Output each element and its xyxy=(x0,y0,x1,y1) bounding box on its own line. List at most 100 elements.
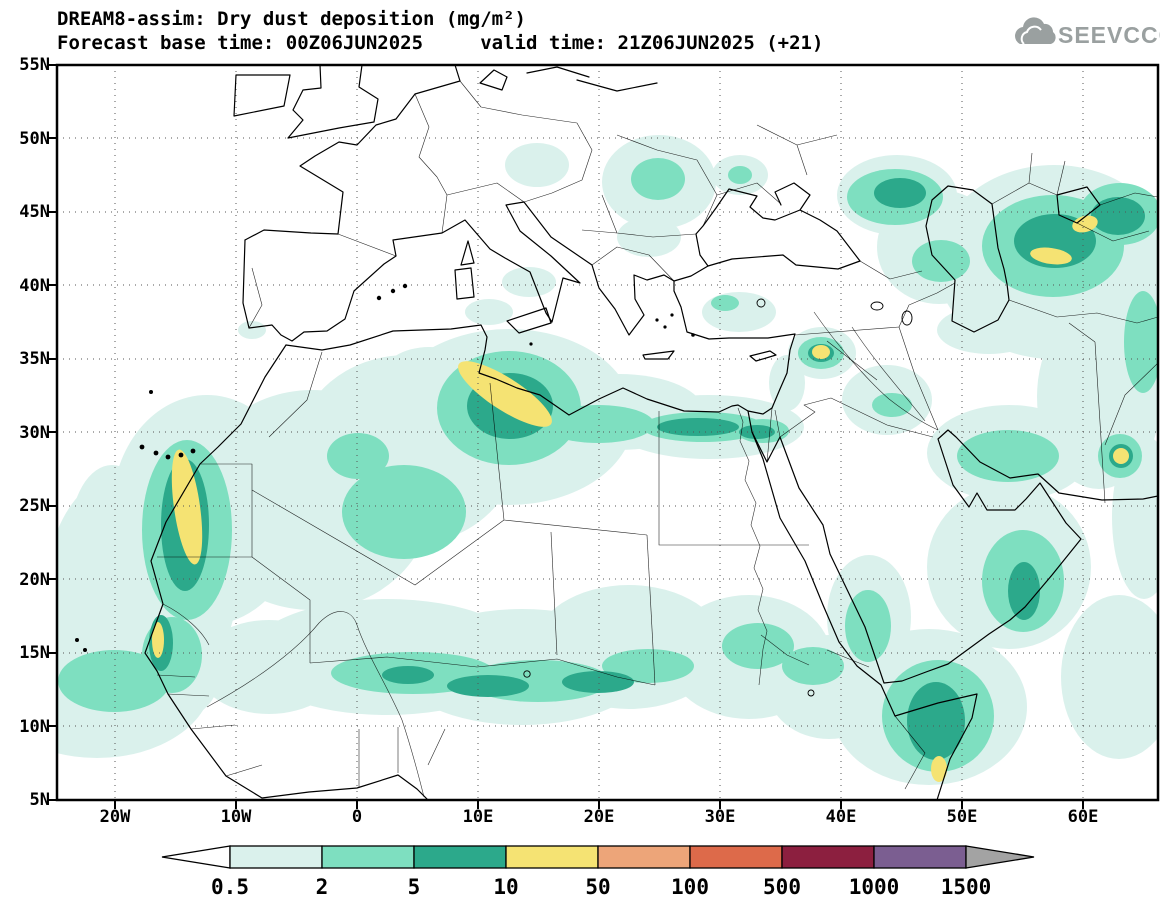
coastline-sea-of-azov xyxy=(774,182,811,211)
dust-blob xyxy=(542,405,654,443)
dust-layer-10-50 xyxy=(152,215,1129,782)
colorbar-label: 500 xyxy=(763,875,801,899)
dust-blob xyxy=(1008,562,1040,620)
dust-blob xyxy=(872,393,912,417)
colorbar: 0.5 2 5 10 50 100 500 1000 1500 xyxy=(0,836,1165,904)
dust-blob xyxy=(728,166,752,184)
colorbar-label: 1000 xyxy=(849,875,900,899)
island-cyprus xyxy=(749,350,777,362)
coastline-africa-mediterranean xyxy=(285,324,773,416)
lon-label-10e: 10E xyxy=(462,807,494,827)
rivers xyxy=(162,311,939,798)
colorbar-arrow-below xyxy=(161,845,231,869)
colorbar-segment-1000-1500 xyxy=(873,845,967,869)
dust-blob xyxy=(505,143,569,187)
lat-label-25n: 25N xyxy=(19,496,50,516)
country-borders xyxy=(156,80,1158,790)
coastline-britain xyxy=(287,65,379,139)
graticule xyxy=(57,65,1158,800)
lat-label-5n: 5N xyxy=(29,790,50,810)
lon-label-40e: 40E xyxy=(825,807,857,827)
colorbar-segment-500-1000 xyxy=(781,845,875,869)
dust-blob xyxy=(631,158,685,200)
dust-blob xyxy=(58,650,170,712)
dust-blob xyxy=(937,306,1041,354)
dust-blob xyxy=(957,430,1059,482)
coastline-blacksea-north xyxy=(695,188,861,267)
dust-blob xyxy=(458,361,552,427)
dust-blob xyxy=(617,217,681,257)
dust-blob xyxy=(739,425,775,439)
map-subtitle: Forecast base time: 00Z06JUN2025 valid t… xyxy=(57,32,824,54)
colorbar-canvas: 0.5 2 5 10 50 100 500 1000 1500 xyxy=(161,845,1035,899)
lat-label-40n: 40N xyxy=(19,276,50,296)
dust-blob xyxy=(1091,197,1145,235)
lakes xyxy=(523,298,913,697)
dust-blob xyxy=(1061,595,1158,759)
colorbar-label: 10 xyxy=(493,875,518,899)
dust-blob xyxy=(342,465,466,559)
dust-blob xyxy=(711,295,739,311)
colorbar-segment-100-500 xyxy=(689,845,783,869)
cloud-icon-inner xyxy=(1020,25,1042,45)
coastline-arabia-gulf-iran xyxy=(779,429,1158,684)
dust-blob xyxy=(907,682,965,760)
dust-blob xyxy=(602,649,694,683)
colorbar-label: 0.5 xyxy=(211,875,249,899)
map-title: DREAM8-assim: Dry dust deposition (mg/m²… xyxy=(57,8,526,30)
dust-blob xyxy=(382,666,434,684)
dust-blob xyxy=(769,355,805,411)
dust-blob xyxy=(152,622,164,658)
dust-blob xyxy=(874,178,926,208)
dust-blob xyxy=(238,321,266,339)
cloud-icon xyxy=(1015,17,1056,44)
dust-blob xyxy=(70,465,154,609)
colorbar-label: 50 xyxy=(585,875,610,899)
colorbar-segment-0p5-2 xyxy=(229,845,323,869)
dust-blob xyxy=(657,418,739,436)
small-islands xyxy=(75,283,695,652)
colorbar-segment-10-50 xyxy=(505,845,599,869)
lat-label-10n: 10N xyxy=(19,717,50,737)
coastline-caspian-sea xyxy=(925,185,1010,333)
dust-blob xyxy=(1072,215,1098,233)
lon-label-50e: 50E xyxy=(946,807,978,827)
coastline-iberia-italy-greece xyxy=(242,201,675,342)
coastline-redsea-horn xyxy=(751,431,978,800)
lat-label-20n: 20N xyxy=(19,570,50,590)
dust-blob xyxy=(502,267,556,297)
colorbar-label: 5 xyxy=(408,875,421,899)
colorbar-segment-50-100 xyxy=(597,845,691,869)
colorbar-segment-2-5 xyxy=(321,845,415,869)
dust-blob xyxy=(912,240,970,282)
lon-label-20e: 20E xyxy=(583,807,615,827)
dust-blob xyxy=(1030,247,1072,265)
seevccc-logo: SEEVCCC xyxy=(1008,14,1160,54)
lat-label-15n: 15N xyxy=(19,643,50,663)
seevccc-logo-canvas: SEEVCCC xyxy=(1015,17,1160,48)
dust-blob xyxy=(812,345,830,359)
coastline-levant-turkey-blacksea xyxy=(673,254,861,409)
dust-blob xyxy=(447,675,529,697)
coastline-baltic xyxy=(479,66,658,92)
dust-blob xyxy=(702,292,776,332)
lon-label-20w: 20W xyxy=(99,807,131,827)
colorbar-arrow-above xyxy=(965,845,1035,869)
coastlines xyxy=(75,65,1158,800)
dust-blob xyxy=(171,449,203,565)
coastline-europe-north xyxy=(244,65,461,241)
coastline-aral-sea xyxy=(1056,186,1101,224)
river-euphrates xyxy=(813,311,939,431)
river-tigris xyxy=(851,326,926,422)
lat-label-45n: 45N xyxy=(19,202,50,222)
dust-blob xyxy=(1124,291,1158,393)
axis-ticks xyxy=(48,64,1084,809)
lon-label-10w: 10W xyxy=(220,807,252,827)
colorbar-segment-5-10 xyxy=(413,845,507,869)
dust-blob xyxy=(327,433,389,479)
dust-blob xyxy=(1113,448,1129,464)
lat-label-55n: 55N xyxy=(19,55,50,75)
lat-label-30n: 30N xyxy=(19,423,50,443)
map-canvas xyxy=(48,63,1160,809)
colorbar-label: 100 xyxy=(671,875,709,899)
